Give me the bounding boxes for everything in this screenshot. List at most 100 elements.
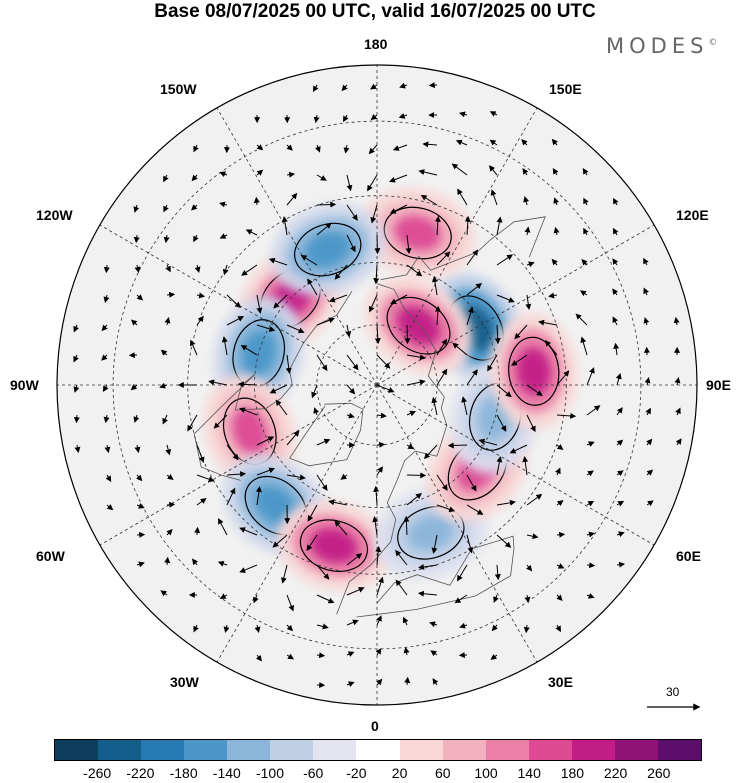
- wind-vector: [194, 526, 201, 536]
- wind-vector: [586, 367, 595, 386]
- wind-vector: [452, 342, 468, 356]
- wind-vector: [193, 624, 199, 633]
- wind-vector: [334, 264, 348, 280]
- wind-vector: [406, 379, 426, 386]
- wind-vector: [496, 414, 507, 432]
- wind-vector: [370, 114, 378, 121]
- wind-vector: [616, 531, 625, 538]
- wind-vector: [612, 258, 619, 266]
- wind-vector: [490, 189, 498, 206]
- wind-vector: [431, 396, 438, 416]
- wind-vector: [311, 384, 318, 399]
- wind-vector: [487, 354, 498, 372]
- wind-vector: [459, 622, 468, 629]
- wind-vector: [612, 316, 619, 326]
- wind-vector: [522, 167, 529, 176]
- reference-vector-arrow: [647, 703, 701, 711]
- wind-vector: [376, 466, 383, 476]
- wind-vector: [166, 501, 176, 508]
- colorbar-tick-label: -180: [169, 765, 198, 781]
- wind-vector: [166, 291, 176, 298]
- wind-vector: [245, 229, 258, 236]
- wind-vector: [376, 576, 384, 596]
- longitude-line: [99, 384, 378, 546]
- wind-vector: [392, 144, 408, 151]
- map-title: Base 08/07/2025 00 UTC, valid 16/07/2025…: [154, 1, 596, 22]
- coast-north-america-east: [193, 374, 256, 481]
- wind-vector: [478, 438, 498, 446]
- wind-vector: [346, 412, 355, 419]
- wind-vector: [376, 441, 386, 448]
- wind-vector: [490, 653, 498, 660]
- wind-vector: [496, 294, 515, 303]
- wind-vector: [374, 324, 381, 345]
- wind-vector: [316, 317, 335, 326]
- lon-label-120w: 120W: [36, 207, 73, 223]
- wind-vector: [612, 227, 619, 236]
- colorbar-segment: [141, 740, 185, 760]
- wind-vector: [367, 174, 378, 192]
- wind-vector: [548, 292, 558, 299]
- wind-vector: [544, 340, 558, 356]
- colorbar-tick-label: -260: [83, 765, 112, 781]
- colorbar-tick-label: 180: [560, 765, 585, 781]
- wind-vector: [406, 472, 427, 479]
- wind-vector: [316, 201, 337, 208]
- wind-vector: [524, 226, 531, 236]
- wind-vector: [615, 372, 622, 386]
- colorbar-segment: [657, 740, 701, 760]
- colorbar-segment: [270, 740, 314, 760]
- wind-vector: [346, 204, 358, 221]
- wind-vector: [136, 294, 144, 301]
- wind-vector: [343, 144, 350, 154]
- wind-vector: [73, 354, 79, 363]
- longitude-line: [99, 224, 378, 386]
- wind-vector: [580, 290, 588, 297]
- wind-vector: [586, 405, 601, 416]
- wind-vector: [556, 531, 566, 538]
- wind-vector: [346, 681, 355, 687]
- brand-copyright: ©: [708, 38, 718, 48]
- wind-vector: [316, 174, 327, 181]
- colorbar-tick-label: 140: [517, 765, 541, 781]
- wind-vector: [643, 317, 650, 326]
- colorbar-tick-label: 220: [603, 765, 628, 781]
- wind-vector: [489, 111, 498, 117]
- wind-vector: [675, 438, 682, 446]
- lon-label-60e: 60E: [676, 548, 701, 564]
- wind-vector: [436, 504, 456, 513]
- wind-vector: [522, 456, 529, 476]
- wind-vector: [556, 594, 563, 601]
- wind-vector: [466, 534, 474, 554]
- colorbar-segment: [571, 740, 615, 760]
- wind-vector: [406, 264, 423, 277]
- colorbar-segment: [528, 740, 572, 760]
- wind-vector: [189, 339, 198, 356]
- wind-vector: [555, 624, 561, 633]
- wind-vector: [523, 196, 530, 206]
- wind-vector: [300, 254, 318, 266]
- wind-vector: [456, 564, 468, 582]
- wind-vector: [239, 564, 258, 573]
- wind-vector: [405, 234, 412, 255]
- wind-vector: [73, 324, 79, 333]
- wind-vector: [226, 444, 239, 461]
- wind-vector: [583, 227, 589, 236]
- wind-vector: [187, 414, 198, 432]
- wind-vector: [466, 474, 477, 492]
- wind-vector: [219, 233, 228, 239]
- wind-vector: [418, 563, 438, 570]
- wind-vector: [390, 294, 408, 305]
- wind-vector: [526, 493, 543, 506]
- colorbar-tick-label: 20: [391, 765, 408, 781]
- wind-vector: [286, 430, 300, 446]
- wind-vector: [494, 324, 501, 345]
- wind-vector: [556, 500, 564, 507]
- wind-vector: [496, 534, 512, 548]
- wind-vector: [286, 624, 294, 632]
- wind-vector: [286, 171, 296, 178]
- wind-vector: [165, 444, 172, 456]
- wind-vector: [432, 678, 439, 686]
- wind-vector: [219, 201, 228, 208]
- wind-vector: [643, 257, 649, 266]
